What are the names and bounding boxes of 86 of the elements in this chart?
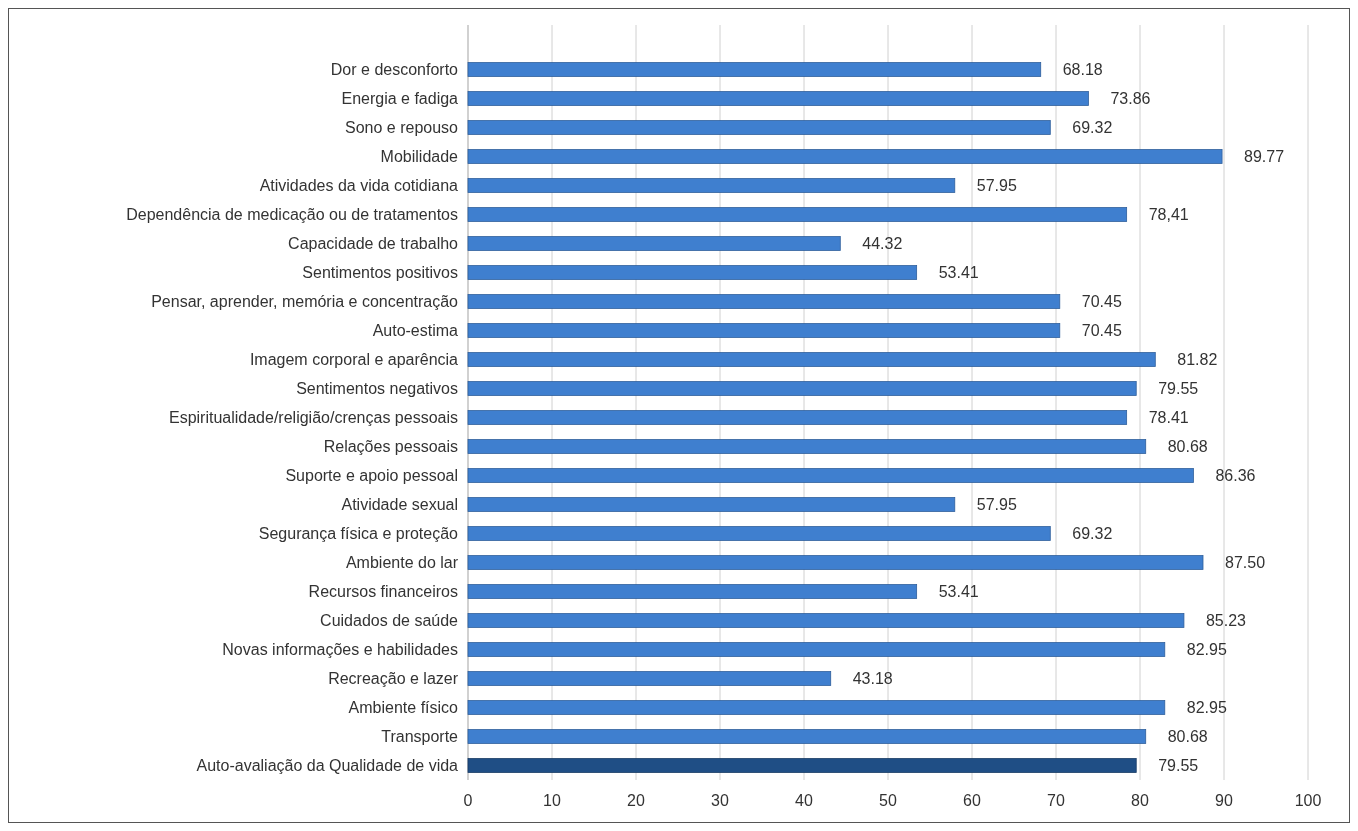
bar: [467, 149, 1223, 164]
bar: [467, 352, 1156, 367]
x-tick-label: 80: [1131, 792, 1149, 809]
y-tick-label: Suporte e apoio pessoal: [285, 467, 458, 485]
x-tick-label: 0: [463, 792, 473, 809]
bar: [467, 700, 1166, 715]
bar: [467, 207, 1128, 222]
bar: [467, 236, 841, 251]
data-label: 78.41: [1148, 409, 1189, 427]
x-tick-label: 70: [1047, 792, 1065, 809]
data-label: 68.18: [1062, 61, 1103, 79]
bar: [467, 439, 1147, 454]
bar: [467, 613, 1185, 628]
data-label: 80.68: [1167, 438, 1208, 456]
y-tick-label: Auto-avaliação da Qualidade de vida: [196, 757, 459, 775]
bar: [467, 671, 832, 686]
data-label: 82.95: [1186, 641, 1227, 659]
bar: [467, 178, 956, 193]
y-tick-label: Novas informações e habilidades: [222, 641, 458, 659]
data-label: 69.32: [1072, 525, 1113, 543]
x-tick-label: 60: [963, 792, 981, 809]
data-label: 57.95: [976, 496, 1017, 514]
bar: [467, 381, 1137, 396]
data-label: 89.77: [1244, 148, 1285, 166]
x-tick-label: 90: [1215, 792, 1233, 809]
y-tick-label: Imagem corporal e aparência: [249, 351, 459, 369]
x-tick-label: 20: [627, 792, 645, 809]
bar: [467, 265, 918, 280]
y-tick-label: Capacidade de trabalho: [288, 235, 459, 253]
data-label: 57.95: [976, 177, 1017, 195]
y-tick-label: Atividades da vida cotidiana: [259, 177, 459, 195]
y-tick-label: Espiritualidade/religião/crenças pessoais: [168, 409, 458, 427]
y-tick-label: Mobilidade: [380, 148, 459, 166]
bar: [467, 120, 1051, 135]
y-tick-label: Transporte: [381, 728, 459, 746]
y-tick-label: Dependência de medicação ou de tratamentos: [126, 206, 458, 224]
y-tick-label: Recursos financeiros: [308, 583, 458, 601]
bar: [467, 323, 1061, 338]
x-tick-label: 40: [795, 792, 813, 809]
y-tick-label: Ambiente físico: [348, 699, 459, 717]
bar: [467, 642, 1166, 657]
bar: [467, 584, 918, 599]
data-label: 81.82: [1177, 351, 1218, 369]
data-label: 79.55: [1158, 757, 1199, 775]
data-label: 85.23: [1205, 612, 1247, 630]
data-label: 87.50: [1225, 554, 1266, 572]
data-label: 43.18: [852, 670, 893, 688]
y-tick-label: Pensar, aprender, memória e concentração: [151, 293, 459, 311]
y-tick-label: Segurança física e proteção: [258, 525, 459, 543]
data-label: 44.32: [862, 235, 903, 253]
x-tick-label: 30: [711, 792, 729, 809]
y-tick-label: Cuidados de saúde: [320, 612, 459, 630]
bar: [467, 497, 956, 512]
bar: [467, 62, 1042, 77]
y-tick-label: Energia e fadiga: [341, 90, 459, 108]
bar: [467, 758, 1137, 773]
data-label: 73.86: [1110, 90, 1151, 108]
x-tick-label: 100: [1294, 792, 1322, 809]
data-label: 86.36: [1215, 467, 1256, 485]
y-tick-label: Recreação e lazer: [328, 670, 459, 688]
bar: [467, 410, 1128, 425]
bar: [467, 294, 1061, 309]
x-tick-label: 10: [543, 792, 561, 809]
bar: [467, 91, 1089, 106]
x-tick-label: 50: [879, 792, 897, 809]
data-label: 53.41: [938, 583, 979, 601]
data-label: 53.41: [938, 264, 979, 282]
bar: [467, 468, 1194, 483]
bar: [467, 729, 1147, 744]
data-label: 70.45: [1081, 293, 1122, 311]
y-tick-label: Sentimentos negativos: [296, 380, 458, 398]
data-label: 79.55: [1158, 380, 1199, 398]
y-tick-label: Auto-estima: [372, 322, 459, 340]
y-tick-label: Sentimentos positivos: [302, 264, 458, 282]
y-tick-label: Ambiente do lar: [345, 554, 459, 572]
data-label: 70.45: [1081, 322, 1122, 340]
y-tick-label: Relações pessoais: [323, 438, 458, 456]
y-tick-label: Atividade sexual: [341, 496, 458, 514]
bar: [467, 555, 1204, 570]
data-label: 80.68: [1167, 728, 1208, 746]
data-label: 82.95: [1186, 699, 1227, 717]
data-label: 78,41: [1148, 206, 1189, 224]
y-tick-label: Sono e repouso: [345, 119, 459, 137]
bar: [467, 526, 1051, 541]
y-tick-label: Dor e desconforto: [330, 61, 459, 79]
data-label: 69.32: [1072, 119, 1113, 137]
